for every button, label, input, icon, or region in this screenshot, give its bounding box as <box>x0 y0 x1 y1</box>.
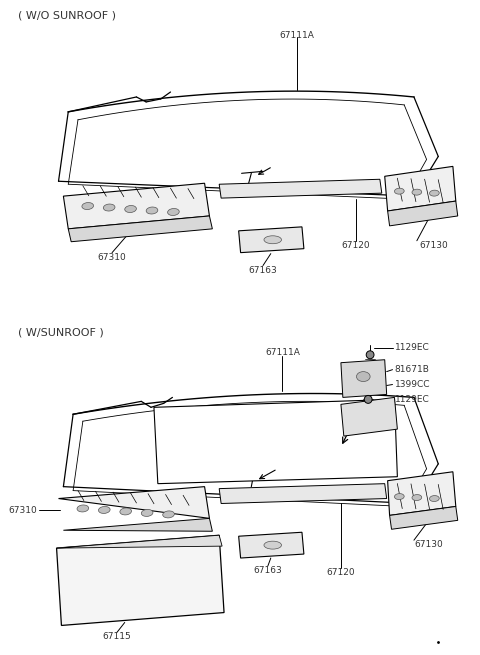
Polygon shape <box>57 535 222 548</box>
Ellipse shape <box>77 505 89 512</box>
Text: 67120: 67120 <box>326 568 355 577</box>
Polygon shape <box>239 227 304 253</box>
Text: 67163: 67163 <box>249 265 277 274</box>
Ellipse shape <box>98 506 110 514</box>
Polygon shape <box>63 518 212 531</box>
Polygon shape <box>57 535 224 626</box>
Text: 67120: 67120 <box>341 241 370 250</box>
Polygon shape <box>239 533 304 558</box>
Ellipse shape <box>82 202 94 210</box>
Ellipse shape <box>103 204 115 211</box>
Polygon shape <box>388 472 456 515</box>
Text: 67130: 67130 <box>419 241 448 250</box>
Text: 67130: 67130 <box>414 540 443 549</box>
Ellipse shape <box>141 510 153 516</box>
Text: 67111A: 67111A <box>280 31 314 39</box>
Text: 67310: 67310 <box>8 506 37 515</box>
Text: 67115: 67115 <box>103 632 132 641</box>
Ellipse shape <box>125 206 136 212</box>
Text: 67163: 67163 <box>253 566 282 575</box>
Polygon shape <box>68 216 212 242</box>
Ellipse shape <box>168 208 179 215</box>
Polygon shape <box>384 166 456 211</box>
Ellipse shape <box>163 511 174 518</box>
Text: ( W/SUNROOF ): ( W/SUNROOF ) <box>18 328 103 338</box>
Text: 67310: 67310 <box>98 253 126 261</box>
Ellipse shape <box>357 371 370 382</box>
Ellipse shape <box>395 188 404 194</box>
Circle shape <box>364 396 372 403</box>
Text: 81671B: 81671B <box>395 365 429 374</box>
Ellipse shape <box>430 496 439 502</box>
Polygon shape <box>154 400 397 483</box>
Polygon shape <box>59 487 209 518</box>
Polygon shape <box>390 506 458 529</box>
Text: ( W/O SUNROOF ): ( W/O SUNROOF ) <box>18 10 116 21</box>
Polygon shape <box>63 183 209 229</box>
Ellipse shape <box>120 508 132 515</box>
Polygon shape <box>219 483 387 504</box>
Ellipse shape <box>412 189 422 195</box>
Polygon shape <box>341 360 387 398</box>
Text: 1129EC: 1129EC <box>395 395 429 404</box>
Polygon shape <box>388 201 458 226</box>
Ellipse shape <box>264 541 281 549</box>
Ellipse shape <box>146 207 158 214</box>
Ellipse shape <box>430 190 439 196</box>
Polygon shape <box>219 179 382 198</box>
Ellipse shape <box>264 236 281 244</box>
Ellipse shape <box>395 494 404 500</box>
Circle shape <box>366 351 374 359</box>
Text: 1129EC: 1129EC <box>395 343 429 352</box>
Polygon shape <box>341 398 397 436</box>
Ellipse shape <box>412 495 422 500</box>
Text: 67111A: 67111A <box>265 348 300 357</box>
Text: 1399CC: 1399CC <box>395 380 430 389</box>
